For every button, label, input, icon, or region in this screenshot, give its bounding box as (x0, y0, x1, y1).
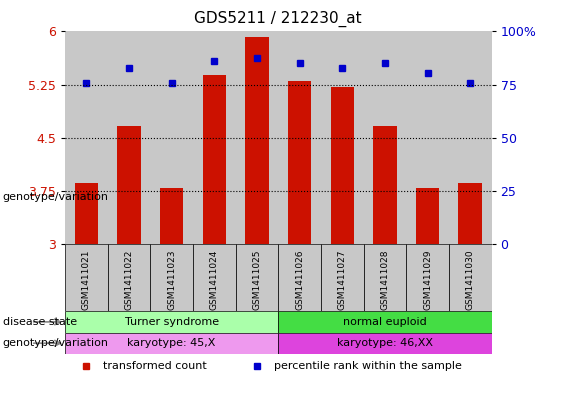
Text: genotype/variation: genotype/variation (3, 338, 109, 348)
Text: percentile rank within the sample: percentile rank within the sample (274, 361, 462, 371)
Text: transformed count: transformed count (103, 361, 207, 371)
Bar (278, 311, 492, 332)
Bar (373, 126, 397, 244)
Bar (245, 37, 269, 244)
Bar (279, 31, 321, 244)
Bar (288, 81, 311, 244)
Bar (321, 31, 364, 244)
Bar (236, 244, 278, 311)
Text: GSM1411026: GSM1411026 (295, 250, 304, 310)
Bar (364, 244, 406, 311)
Text: GSM1411028: GSM1411028 (380, 250, 389, 310)
Text: GSM1411023: GSM1411023 (167, 250, 176, 310)
Text: karyotype: 46,XX: karyotype: 46,XX (337, 338, 433, 348)
Text: normal euploid: normal euploid (343, 317, 427, 327)
Bar (150, 31, 193, 244)
Bar (449, 31, 492, 244)
Bar (406, 244, 449, 311)
Bar (364, 31, 406, 244)
Text: GSM1411021: GSM1411021 (82, 250, 91, 310)
Bar (65, 31, 107, 244)
Text: disease state: disease state (3, 317, 77, 327)
Text: Turner syndrome: Turner syndrome (124, 317, 219, 327)
Title: GDS5211 / 212230_at: GDS5211 / 212230_at (194, 11, 362, 27)
Bar (150, 244, 193, 311)
Bar (193, 31, 236, 244)
Bar (193, 244, 236, 311)
Bar (107, 244, 150, 311)
Text: GSM1411025: GSM1411025 (253, 250, 262, 310)
Bar (107, 31, 150, 244)
Text: GSM1411027: GSM1411027 (338, 250, 347, 310)
Bar (406, 31, 449, 244)
Text: GSM1411022: GSM1411022 (124, 250, 133, 310)
Bar (65, 244, 107, 311)
Bar (160, 187, 184, 244)
Text: karyotype: 45,X: karyotype: 45,X (128, 338, 216, 348)
Text: GSM1411030: GSM1411030 (466, 250, 475, 310)
Bar (75, 183, 98, 244)
Bar (321, 244, 364, 311)
Bar (278, 332, 492, 354)
Bar (236, 31, 278, 244)
Bar (65, 332, 278, 354)
Bar (331, 87, 354, 244)
Bar (416, 187, 440, 244)
Text: GSM1411029: GSM1411029 (423, 250, 432, 310)
Bar (65, 311, 278, 332)
Bar (458, 183, 482, 244)
Bar (449, 244, 492, 311)
Bar (202, 75, 226, 244)
Bar (117, 126, 141, 244)
Text: genotype/variation: genotype/variation (3, 191, 109, 202)
Text: GSM1411024: GSM1411024 (210, 250, 219, 310)
Bar (279, 244, 321, 311)
